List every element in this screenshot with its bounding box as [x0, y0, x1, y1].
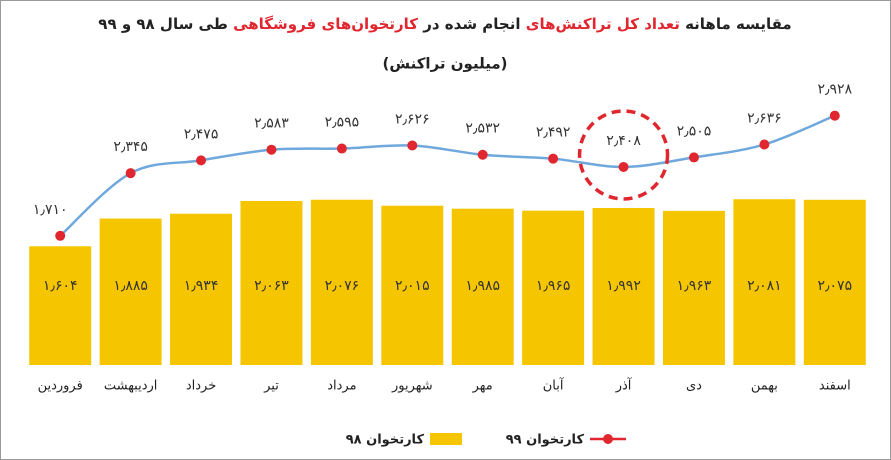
x-tick-label: مرداد: [327, 379, 356, 394]
x-tick-label: خرداد: [186, 379, 216, 394]
x-tick-label: شهریور: [391, 379, 433, 394]
title-part: کارتخوان‌های فروشگاهی: [233, 15, 418, 33]
title-part: طی سال ۹۸ و ۹۹: [98, 15, 233, 33]
bar: [99, 218, 162, 365]
line-value-label: ۱٫۷۱۰: [33, 202, 68, 218]
line-marker: [336, 143, 347, 154]
line-marker: [548, 153, 559, 164]
legend-label: کارتخوان ۹۹: [506, 433, 585, 448]
bar-value-label: ۲٫۰۱۵: [395, 278, 430, 294]
line-marker: [407, 140, 418, 151]
bar: [381, 205, 444, 365]
bar-value-label: ۱٫۹۶۳: [677, 278, 712, 294]
bar: [803, 199, 866, 365]
line-marker: [196, 155, 207, 166]
line-value-label: ۲٫۵۳۲: [465, 121, 500, 137]
line-value-label: ۲٫۴۰۸: [606, 133, 641, 149]
chart-subtitle: (میلیون تراکنش): [383, 55, 508, 73]
line-marker: [266, 144, 277, 155]
title-part: مقایسه ماهانه: [680, 15, 792, 33]
x-tick-label: مهر: [472, 379, 493, 394]
bar: [522, 210, 585, 365]
bar-value-label: ۱٫۹۹۲: [606, 278, 641, 294]
bar: [662, 210, 725, 365]
x-tick-label: فروردین: [38, 379, 83, 394]
line-marker: [55, 230, 66, 241]
line-value-label: ۲٫۳۴۵: [113, 139, 148, 155]
x-tick-label: آبان: [543, 377, 565, 394]
chart-title: مقایسه ماهانه تعداد کل تراکنش‌های انجام …: [98, 15, 791, 33]
highlight-circle: [577, 109, 670, 201]
x-tick-label: بهمن: [751, 379, 778, 394]
bar: [451, 208, 514, 365]
line-marker: [477, 149, 488, 160]
line-marker: [759, 139, 770, 150]
bar: [29, 246, 92, 365]
x-tick-label: آذر: [615, 377, 633, 394]
bar: [592, 207, 655, 365]
x-tick-label: اسفند: [819, 379, 851, 394]
legend-marker: [603, 434, 613, 444]
title-part: انجام شده در: [418, 15, 526, 33]
bar-value-label: ۱٫۶۰۴: [43, 278, 78, 294]
bar: [733, 199, 796, 365]
line-marker: [618, 161, 629, 172]
line-marker: [125, 168, 136, 179]
bar-value-label: ۱٫۹۸۵: [465, 278, 500, 294]
bar-value-label: ۲٫۰۸۱: [747, 278, 782, 294]
bar: [170, 213, 233, 365]
bar-value-label: ۱٫۸۸۵: [113, 278, 148, 294]
bar-value-label: ۲٫۰۷۶: [325, 278, 360, 294]
line-value-label: ۲٫۶۳۶: [747, 110, 782, 126]
line: [59, 114, 836, 237]
bar-value-label: ۱٫۹۶۵: [536, 278, 571, 294]
x-tick-label: تیر: [263, 379, 279, 394]
legend-swatch: [430, 433, 462, 445]
line-value-label: ۲٫۶۲۶: [395, 111, 430, 127]
x-tick-label: دی: [686, 379, 702, 394]
bar-value-label: ۲٫۰۷۵: [817, 278, 852, 294]
bar-value-label: ۲٫۰۶۳: [254, 278, 289, 294]
bar: [240, 200, 303, 365]
line-value-label: ۲٫۵۹۵: [325, 115, 360, 131]
line-value-label: ۲٫۵۸۳: [254, 116, 289, 132]
legend-label: کارتخوان ۹۸: [346, 433, 425, 448]
line-value-label: ۲٫۴۷۵: [184, 126, 219, 142]
x-tick-label: اردیبهشت: [104, 379, 158, 394]
bar: [310, 199, 373, 365]
bar-value-label: ۱٫۹۳۴: [184, 278, 219, 294]
line-value-label: ۲٫۴۹۲: [536, 125, 571, 141]
line-value-label: ۲٫۹۲۸: [817, 82, 852, 98]
line-marker: [688, 152, 699, 163]
title-part: تعداد کل تراکنش‌های: [526, 15, 680, 33]
line-value-label: ۲٫۵۰۵: [677, 123, 712, 139]
line-marker: [829, 110, 840, 121]
